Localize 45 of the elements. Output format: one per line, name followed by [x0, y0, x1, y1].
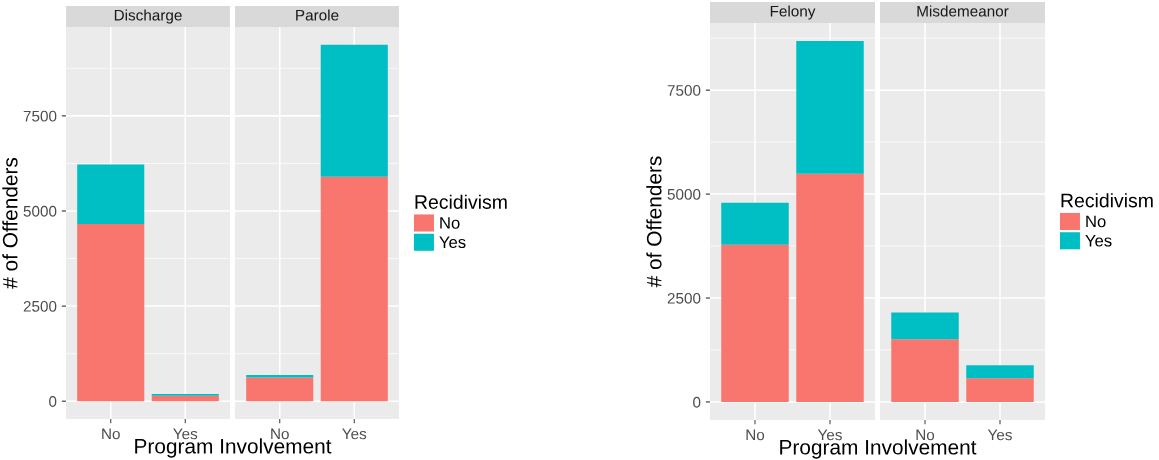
x-tick-label: No [916, 429, 935, 441]
chart-title: Felony [770, 5, 816, 20]
y-axis-title: # of Offenders [2, 157, 18, 289]
legend-label: Yes [439, 236, 466, 249]
x-tick-label: No [746, 429, 765, 441]
x-axis-title: Program Involvement [135, 438, 332, 458]
bar [891, 339, 959, 402]
bar [796, 41, 864, 174]
x-tick-label: Yes [342, 428, 367, 440]
y-tick-label: 0 [693, 396, 701, 408]
bar [966, 378, 1034, 402]
y-axis-title: # of Offenders [646, 156, 662, 288]
x-tick-label: No [271, 428, 289, 440]
x-tick-label: No [102, 428, 120, 440]
bar [77, 223, 145, 402]
bar [246, 377, 314, 402]
y-tick-label: 5000 [667, 188, 701, 200]
bar [246, 374, 314, 378]
bar [320, 44, 388, 177]
bar [891, 312, 959, 340]
bar [721, 202, 789, 245]
chart-title: Parole [296, 9, 339, 21]
legend-label: No [440, 217, 460, 229]
bar [966, 365, 1034, 379]
x-axis-title: Program Involvement [780, 439, 977, 459]
chart-title: Misdemeanor [917, 5, 1009, 17]
x-tick-label: Yes [173, 428, 198, 440]
bar [151, 395, 219, 402]
y-tick-label: 5000 [23, 205, 57, 217]
bar [721, 244, 789, 402]
chart-title: Discharge [114, 9, 182, 24]
legend-label: Yes [1085, 234, 1112, 247]
legend-label: No [1086, 215, 1106, 228]
y-tick-label: 7500 [667, 85, 701, 96]
y-tick-label: 0 [49, 396, 57, 407]
bar [320, 176, 388, 402]
x-tick-label: Yes [987, 429, 1012, 441]
y-tick-label: 7500 [23, 110, 57, 122]
bar [77, 164, 145, 224]
legend-title: Recidivism [1061, 193, 1153, 208]
bar [796, 173, 864, 402]
y-tick-label: 2500 [23, 300, 57, 312]
x-tick-label: Yes [817, 429, 842, 441]
y-tick-label: 2500 [667, 292, 701, 304]
legend-title: Recidivism [415, 194, 507, 209]
